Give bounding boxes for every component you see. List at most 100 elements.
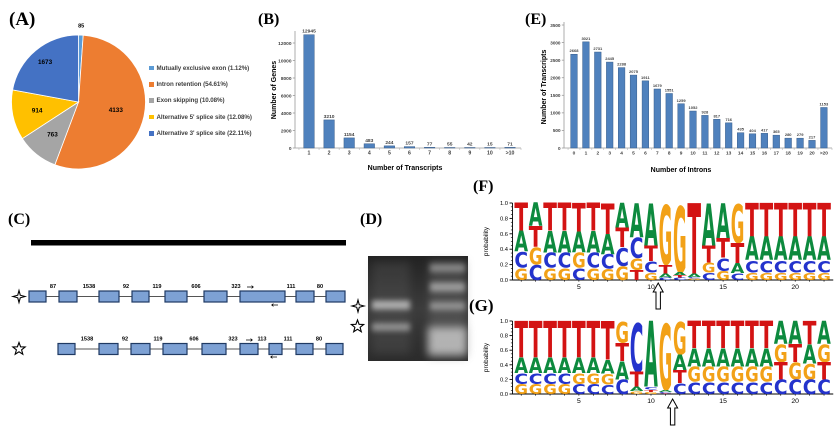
logo-letter: T bbox=[543, 312, 557, 370]
logo-letter: T bbox=[731, 238, 745, 270]
y-tick-label: 3000 bbox=[550, 40, 561, 45]
logo-letter: A bbox=[586, 224, 600, 259]
logo-letter: C bbox=[644, 386, 658, 391]
logo-letter: C bbox=[774, 377, 788, 399]
logo-letter: G bbox=[774, 271, 788, 283]
exon-box bbox=[164, 290, 188, 303]
intron-size-label: 111 bbox=[284, 337, 293, 343]
x-category-label: 3 bbox=[348, 151, 351, 157]
logo-letter: C bbox=[644, 259, 658, 277]
y-tick-label: 3500 bbox=[550, 23, 561, 28]
bar bbox=[323, 119, 335, 149]
logo-letter: T bbox=[514, 197, 528, 241]
logo-letter: C bbox=[630, 309, 644, 388]
logo-letter: C bbox=[514, 371, 528, 387]
logo-letter: C bbox=[543, 371, 557, 387]
logo-letter: T bbox=[716, 233, 730, 265]
x-category-label: 10 bbox=[690, 151, 696, 157]
bar bbox=[363, 143, 375, 149]
bar bbox=[653, 88, 661, 149]
pie-slice-label: 4133 bbox=[109, 107, 124, 114]
x-category-label: 6 bbox=[644, 151, 647, 157]
bar bbox=[404, 146, 415, 149]
logo-letter: C bbox=[558, 371, 572, 387]
logo-letter: G bbox=[514, 382, 528, 398]
logo-letter: A bbox=[803, 340, 817, 370]
logo-letter: C bbox=[803, 377, 817, 399]
logo-letter: A bbox=[601, 357, 615, 379]
intron-size-label: 111 bbox=[287, 284, 296, 290]
pie-slice-label: 1673 bbox=[38, 59, 53, 66]
logo-letter: T bbox=[803, 195, 817, 248]
y-tick-label: 0.6 bbox=[500, 348, 508, 354]
logo-letter: T bbox=[644, 241, 658, 266]
logo-letter: C bbox=[586, 249, 600, 273]
exon-box bbox=[131, 290, 150, 303]
logo-letter: A bbox=[572, 226, 586, 260]
logo-letter: C bbox=[687, 380, 701, 399]
logo-letter: G bbox=[702, 260, 716, 276]
logo-letter: G bbox=[745, 271, 759, 283]
logo-letter: G bbox=[774, 340, 788, 368]
panel-label-C: (C) bbox=[8, 211, 31, 228]
intron-size-label: 92 bbox=[123, 284, 129, 290]
logo-letter: G bbox=[673, 314, 687, 366]
logo-letter: C bbox=[716, 255, 730, 275]
intron-size-label: 606 bbox=[191, 284, 200, 290]
logo-letter: A bbox=[745, 232, 759, 269]
logo-letter: A bbox=[803, 232, 817, 269]
intron-size-label: 87 bbox=[50, 284, 56, 290]
y-tick-label: 6000 bbox=[281, 93, 292, 99]
legend-label: Alternative 5' splice site (12.08%) bbox=[156, 113, 252, 121]
intron-size-label: 606 bbox=[189, 337, 198, 343]
exon-box bbox=[239, 290, 286, 303]
x-category-label: 0 bbox=[573, 151, 576, 157]
logo-letter: G bbox=[803, 271, 817, 283]
bar-value-label: 1153 bbox=[820, 101, 829, 106]
intron-size-label: 92 bbox=[122, 337, 128, 343]
logo-letter: C bbox=[788, 258, 802, 277]
logo-letter: A bbox=[615, 198, 629, 237]
logo-letter: C bbox=[702, 380, 716, 399]
y-tick-label: 0.4 bbox=[500, 363, 509, 369]
y-tick-label: 2000 bbox=[281, 128, 292, 134]
star-marker-icon bbox=[11, 340, 27, 356]
logo-letter: A bbox=[788, 315, 802, 351]
y-tick-label: 0.4 bbox=[500, 247, 509, 253]
logo-letter: C bbox=[601, 251, 615, 273]
x-category-label: 3 bbox=[608, 151, 611, 157]
logo-letter: T bbox=[760, 195, 774, 248]
bar bbox=[713, 119, 721, 149]
x-tick-label: 20 bbox=[791, 398, 799, 405]
x-category-label: 2 bbox=[596, 151, 599, 157]
x-tick-label: 10 bbox=[647, 398, 655, 405]
legend-label: Intron retention (54.61%) bbox=[156, 80, 228, 88]
logo-letter: T bbox=[630, 368, 644, 392]
logo-letter: T bbox=[673, 275, 687, 279]
logo-letter: C bbox=[788, 377, 802, 399]
logo-letter: C bbox=[529, 261, 543, 285]
x-tick-label: 5 bbox=[577, 398, 581, 405]
panel-label-D: (D) bbox=[360, 211, 383, 228]
bar-value-label: 2288 bbox=[617, 62, 627, 67]
logo-letter: C bbox=[615, 243, 629, 273]
bar-value-label: 404 bbox=[749, 128, 756, 133]
logo-letter: T bbox=[659, 262, 673, 277]
x-category-label: 4 bbox=[368, 151, 371, 157]
panel-label-F: (F) bbox=[473, 178, 494, 195]
bar-value-label: 12945 bbox=[302, 29, 316, 35]
x-category-label: 8 bbox=[448, 151, 451, 157]
x-tick-label: 20 bbox=[791, 284, 799, 291]
legend-label: Mutually exclusive exon (1.12%) bbox=[156, 64, 250, 72]
logo-letter: C bbox=[817, 258, 831, 277]
logo-letter: T bbox=[644, 389, 658, 392]
bar bbox=[784, 137, 792, 149]
y-tick-label: 1000 bbox=[550, 111, 561, 116]
logo-letter: C bbox=[673, 277, 687, 280]
legend-item: Alternative 3' splice site (22.11%) bbox=[149, 125, 252, 141]
forward-primer-arrow-icon bbox=[246, 338, 253, 342]
bar-value-label: 1259 bbox=[677, 98, 687, 103]
y-tick-label: 10000 bbox=[278, 58, 292, 64]
logo-letter: C bbox=[774, 258, 788, 277]
x-tick-label: 15 bbox=[719, 398, 727, 405]
